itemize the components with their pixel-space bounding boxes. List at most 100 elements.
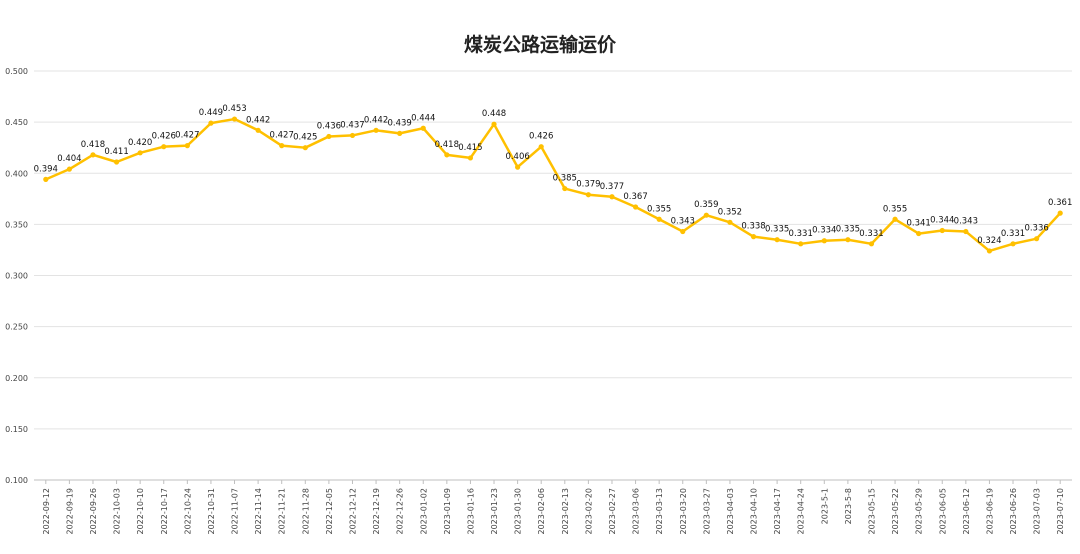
y-tick-label: 0.500	[5, 67, 28, 76]
data-point	[302, 145, 308, 151]
x-tick-label: 2023-01-23	[490, 488, 499, 535]
x-tick-label: 2023-05-15	[867, 488, 876, 535]
data-label: 0.331	[789, 229, 813, 239]
data-point	[1057, 210, 1063, 216]
x-tick-label: 2023-04-24	[797, 488, 806, 535]
data-label: 0.344	[930, 216, 954, 226]
y-tick-label: 0.200	[5, 374, 28, 383]
x-tick-label: 2022-10-10	[136, 488, 145, 535]
x-tick-label: 2023-04-03	[726, 488, 735, 535]
x-tick-label: 2023-5-1	[820, 488, 829, 524]
data-point	[680, 228, 686, 235]
data-point	[609, 194, 615, 200]
data-point	[90, 152, 96, 158]
data-label: 0.355	[883, 204, 907, 214]
x-tick-label: 2023-5-8	[844, 488, 853, 524]
data-label: 0.426	[529, 132, 553, 142]
data-label: 0.335	[836, 225, 860, 235]
y-tick-label: 0.100	[5, 476, 28, 485]
data-label: 0.331	[859, 229, 883, 239]
data-point	[349, 132, 356, 139]
data-label: 0.425	[293, 133, 317, 143]
x-tick-label: 2023-01-02	[419, 488, 428, 535]
data-point	[208, 120, 214, 126]
x-tick-label: 2023-02-13	[561, 488, 570, 535]
data-point	[963, 228, 969, 235]
x-tick-label: 2022-10-31	[207, 488, 216, 535]
data-point	[868, 241, 875, 247]
data-label: 0.367	[623, 192, 647, 202]
data-label: 0.343	[671, 217, 695, 227]
data-point	[703, 212, 709, 218]
data-point	[43, 176, 49, 182]
data-point	[656, 216, 662, 222]
data-label: 0.343	[954, 217, 978, 227]
x-tick-label: 2022-12-05	[325, 488, 334, 535]
data-label: 0.406	[505, 152, 529, 162]
x-tick-label: 2022-11-14	[254, 488, 263, 535]
data-label: 0.411	[104, 147, 128, 157]
data-point	[467, 155, 474, 161]
data-point	[66, 166, 72, 172]
x-tick-label: 2023-06-19	[985, 488, 994, 535]
data-label: 0.420	[128, 138, 152, 148]
data-point	[231, 116, 238, 122]
x-tick-label: 2022-11-28	[301, 488, 310, 535]
data-label: 0.338	[741, 222, 765, 232]
data-point	[986, 248, 993, 254]
data-point	[255, 127, 261, 133]
x-tick-label: 2023-07-03	[1033, 488, 1042, 535]
data-label: 0.404	[57, 154, 81, 164]
data-label: 0.336	[1024, 224, 1048, 234]
data-label: 0.377	[600, 182, 624, 192]
y-tick-label: 0.150	[5, 425, 28, 434]
data-point	[113, 159, 120, 165]
x-tick-label: 2023-04-17	[773, 488, 782, 535]
data-point	[916, 230, 922, 237]
data-point	[397, 130, 403, 136]
data-point	[444, 152, 450, 158]
data-label: 0.394	[34, 164, 58, 174]
data-label: 0.442	[364, 115, 388, 125]
data-point	[774, 237, 780, 243]
chart-title: 煤炭公路运输运价	[463, 34, 616, 56]
data-point	[326, 133, 332, 140]
x-tick-label: 2023-02-20	[584, 488, 593, 535]
data-label: 0.341	[906, 219, 930, 229]
data-point	[562, 185, 568, 192]
data-label: 0.355	[647, 204, 671, 214]
data-point	[161, 144, 167, 150]
data-point	[939, 227, 945, 234]
x-tick-label: 2023-05-22	[891, 488, 900, 535]
x-tick-label: 2022-10-17	[160, 488, 169, 535]
data-point	[632, 204, 639, 210]
data-label: 0.335	[765, 225, 789, 235]
data-label: 0.418	[81, 140, 105, 150]
y-tick-label: 0.400	[5, 169, 28, 178]
data-label: 0.427	[270, 131, 294, 141]
data-point	[1010, 241, 1016, 247]
x-tick-label: 2022-09-12	[42, 488, 51, 535]
data-label: 0.352	[718, 207, 742, 217]
x-tick-label: 2022-09-26	[89, 488, 98, 535]
x-tick-label: 2023-06-05	[938, 488, 947, 535]
x-tick-label: 2023-03-06	[632, 488, 641, 535]
data-label: 0.436	[317, 121, 341, 131]
data-point	[515, 164, 521, 170]
series-line	[45, 117, 1062, 253]
y-tick-label: 0.250	[5, 323, 28, 332]
x-tick-label: 2023-05-29	[915, 488, 924, 535]
data-point	[373, 127, 379, 133]
data-point	[137, 150, 143, 156]
x-tick-label: 2023-07-10	[1056, 488, 1065, 535]
data-point	[420, 125, 426, 131]
data-point	[585, 192, 591, 198]
data-label: 0.444	[411, 113, 435, 123]
data-point	[538, 144, 544, 150]
data-point	[279, 143, 285, 149]
x-tick-label: 2022-12-12	[348, 488, 357, 535]
x-tick-label: 2023-02-06	[537, 488, 546, 535]
data-label: 0.324	[977, 236, 1001, 246]
x-tick-label: 2023-03-20	[679, 488, 688, 535]
data-label: 0.359	[694, 200, 718, 210]
